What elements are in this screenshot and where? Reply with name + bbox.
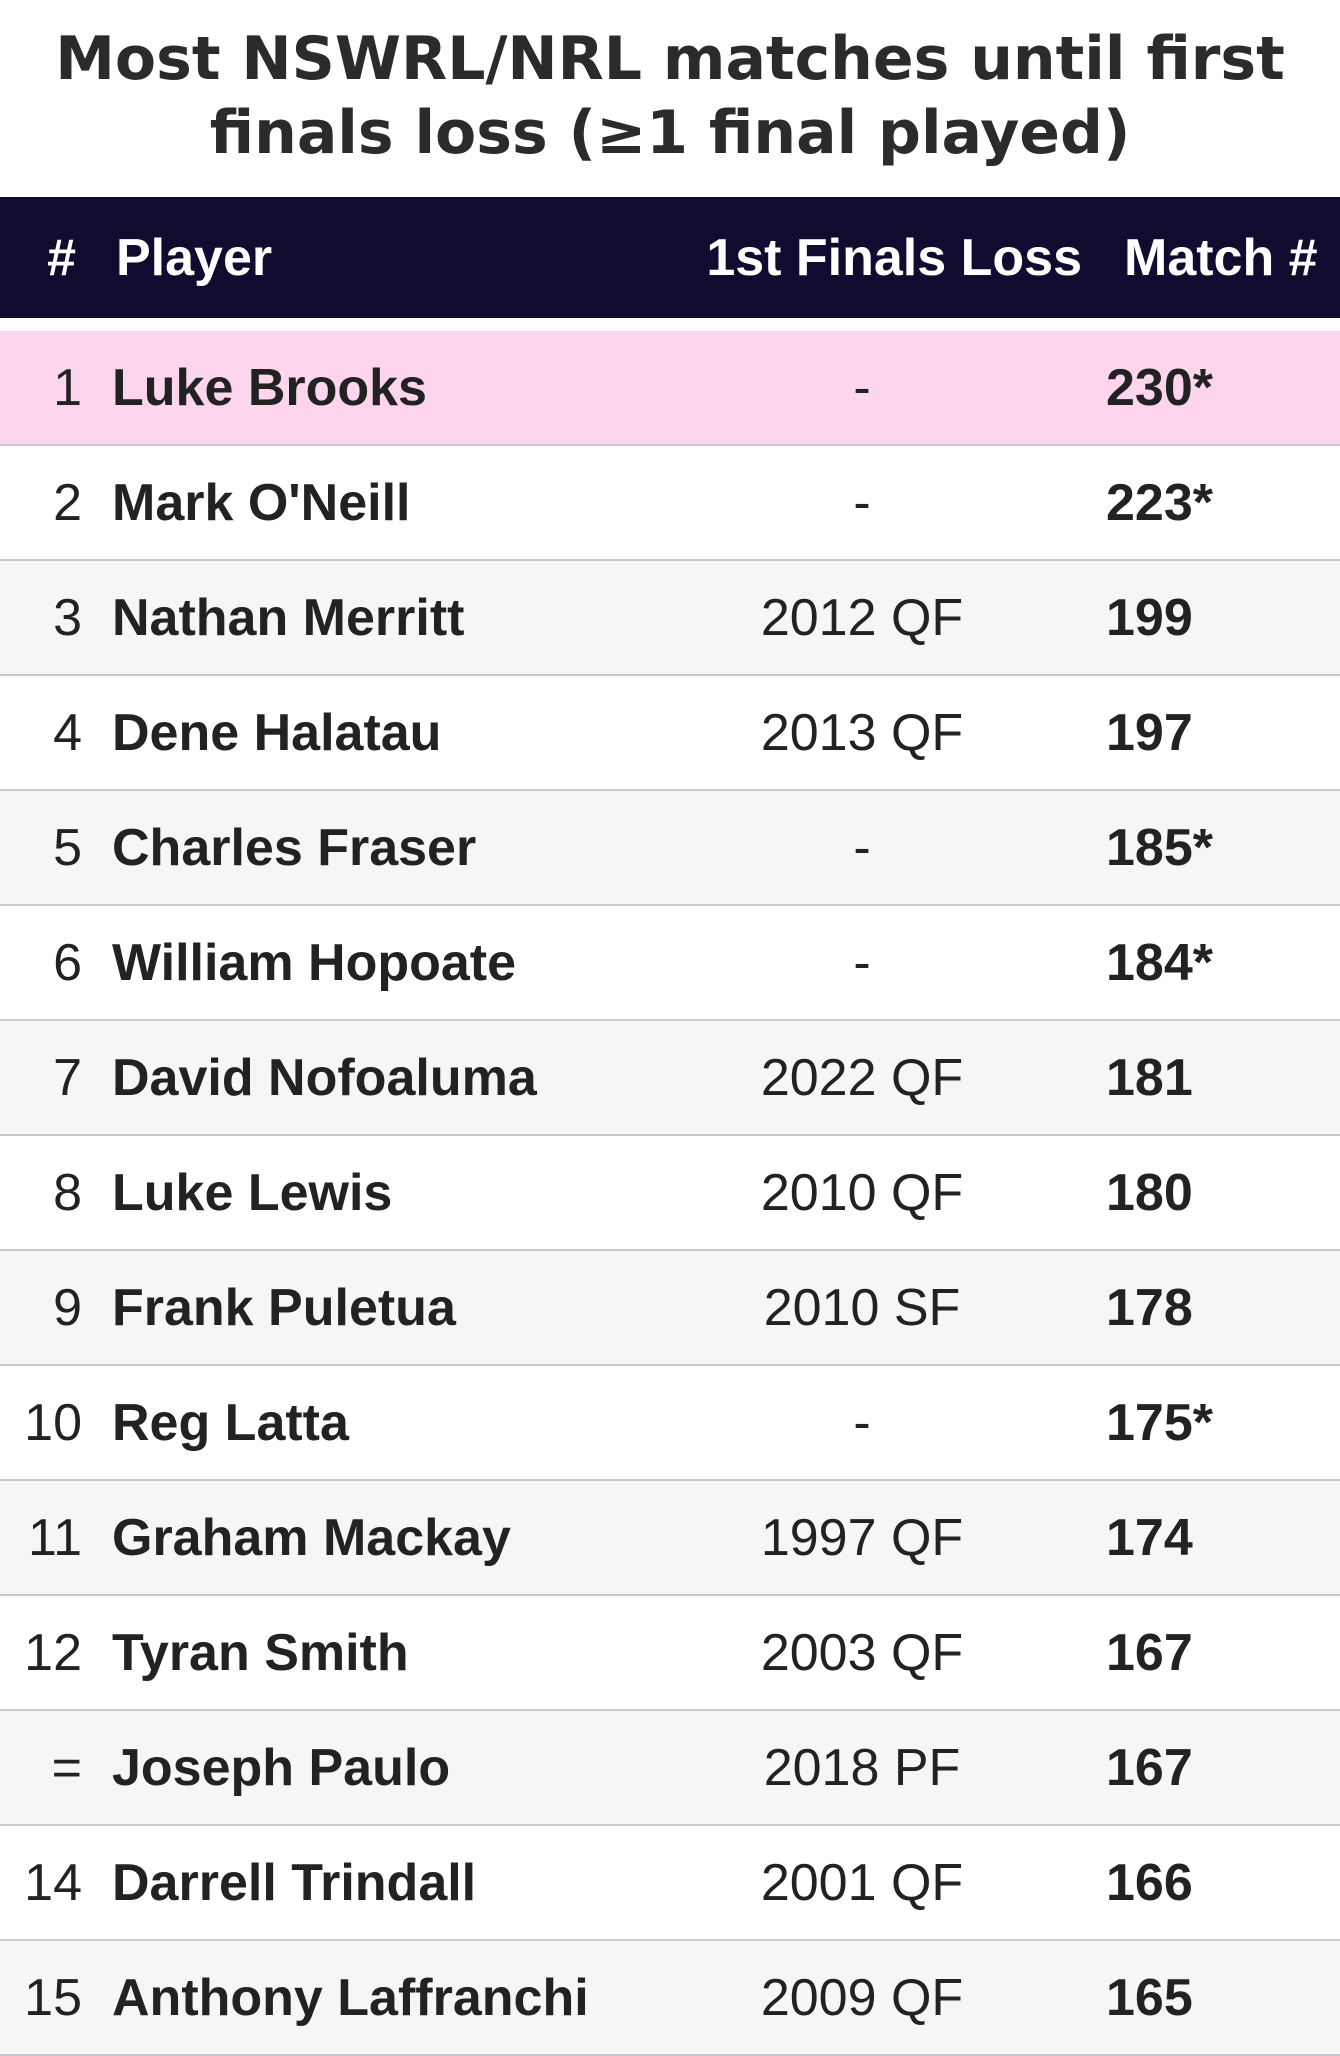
- header-first-finals-loss: 1st Finals Loss: [706, 228, 1082, 287]
- row-match-number: 166: [1106, 1853, 1193, 1912]
- row-match-number: 230*: [1106, 358, 1213, 417]
- table-row: 5 Charles Fraser - 185*: [0, 791, 1340, 906]
- row-player: Frank Puletua: [112, 1278, 456, 1337]
- leaderboard-table: # Player 1st Finals Loss Match # 1 Luke …: [0, 197, 1340, 2056]
- table-row: 8 Luke Lewis 2010 QF 180: [0, 1136, 1340, 1251]
- row-rank: 14: [24, 1853, 82, 1912]
- row-first-finals-loss: -: [853, 358, 871, 417]
- row-rank: 3: [53, 588, 82, 647]
- row-first-finals-loss: 2010 QF: [760, 1163, 964, 1222]
- row-player: Nathan Merritt: [112, 588, 465, 647]
- row-match-number: 175*: [1106, 1393, 1213, 1452]
- header-rank: #: [47, 228, 76, 287]
- row-player: Joseph Paulo: [112, 1738, 451, 1797]
- table-row: 15 Anthony Laffranchi 2009 QF 165: [0, 1941, 1340, 2056]
- row-match-number: 223*: [1106, 473, 1213, 532]
- row-player: Charles Fraser: [112, 818, 477, 877]
- row-match-number: 178: [1106, 1278, 1193, 1337]
- table-header-row: # Player 1st Finals Loss Match #: [0, 197, 1340, 318]
- header-match-number: Match #: [1124, 228, 1318, 287]
- row-player: Graham Mackay: [112, 1508, 511, 1567]
- title-line-2: finals loss (≥1 final played): [209, 98, 1131, 168]
- table-row: 7 David Nofoaluma 2022 QF 181: [0, 1021, 1340, 1136]
- row-player: Luke Brooks: [112, 358, 427, 417]
- row-match-number: 185*: [1106, 818, 1213, 877]
- row-rank: 6: [53, 933, 82, 992]
- table-row: 3 Nathan Merritt 2012 QF 199: [0, 561, 1340, 676]
- table-row: 14 Darrell Trindall 2001 QF 166: [0, 1826, 1340, 1941]
- row-first-finals-loss: 1997 QF: [760, 1508, 964, 1567]
- row-first-finals-loss: 2001 QF: [760, 1853, 964, 1912]
- row-match-number: 174: [1106, 1508, 1193, 1567]
- row-rank: 12: [24, 1623, 82, 1682]
- row-first-finals-loss: 2022 QF: [760, 1048, 964, 1107]
- row-match-number: 184*: [1106, 933, 1213, 992]
- row-player: William Hopoate: [112, 933, 517, 992]
- row-player: Anthony Laffranchi: [112, 1968, 589, 2027]
- table-row: 9 Frank Puletua 2010 SF 178: [0, 1251, 1340, 1366]
- row-player: Darrell Trindall: [112, 1853, 477, 1912]
- row-match-number: 167: [1106, 1623, 1193, 1682]
- table-row: 11 Graham Mackay 1997 QF 174: [0, 1481, 1340, 1596]
- row-match-number: 167: [1106, 1738, 1193, 1797]
- title-line-1: Most NSWRL/NRL matches until first: [55, 24, 1285, 94]
- row-first-finals-loss: 2013 QF: [760, 703, 964, 762]
- row-player: Reg Latta: [112, 1393, 349, 1452]
- row-match-number: 180: [1106, 1163, 1193, 1222]
- row-rank: 7: [53, 1048, 82, 1107]
- table-row: = Joseph Paulo 2018 PF 167: [0, 1711, 1340, 1826]
- row-first-finals-loss: -: [853, 473, 871, 532]
- table-row: 12 Tyran Smith 2003 QF 167: [0, 1596, 1340, 1711]
- row-player: Mark O'Neill: [112, 473, 411, 532]
- row-player: Tyran Smith: [112, 1623, 409, 1682]
- row-rank: 8: [53, 1163, 82, 1222]
- row-match-number: 165: [1106, 1968, 1193, 2027]
- row-first-finals-loss: -: [853, 818, 871, 877]
- row-rank: 5: [53, 818, 82, 877]
- row-rank: 10: [24, 1393, 82, 1452]
- row-match-number: 197: [1106, 703, 1193, 762]
- row-first-finals-loss: 2018 PF: [763, 1738, 961, 1797]
- row-first-finals-loss: 2009 QF: [760, 1968, 964, 2027]
- row-first-finals-loss: 2010 SF: [763, 1278, 961, 1337]
- page-title: Most NSWRL/NRL matches until first final…: [0, 0, 1340, 197]
- header-player: Player: [116, 228, 273, 287]
- row-first-finals-loss: 2012 QF: [760, 588, 964, 647]
- row-rank: =: [51, 1738, 82, 1797]
- table-row: 1 Luke Brooks - 230*: [0, 331, 1340, 446]
- table-row: 4 Dene Halatau 2013 QF 197: [0, 676, 1340, 791]
- row-player: David Nofoaluma: [112, 1048, 537, 1107]
- row-match-number: 181: [1106, 1048, 1193, 1107]
- table-row: 2 Mark O'Neill - 223*: [0, 446, 1340, 561]
- row-player: Dene Halatau: [112, 703, 442, 762]
- row-player: Luke Lewis: [112, 1163, 393, 1222]
- row-rank: 9: [53, 1278, 82, 1337]
- row-first-finals-loss: -: [853, 933, 871, 992]
- row-rank: 11: [28, 1508, 82, 1567]
- row-first-finals-loss: -: [853, 1393, 871, 1452]
- table-row: 6 William Hopoate - 184*: [0, 906, 1340, 1021]
- row-first-finals-loss: 2003 QF: [760, 1623, 964, 1682]
- row-rank: 1: [53, 358, 82, 417]
- row-rank: 15: [24, 1968, 82, 2027]
- row-rank: 2: [53, 473, 82, 532]
- row-match-number: 199: [1106, 588, 1193, 647]
- row-rank: 4: [53, 703, 82, 762]
- table-row: 10 Reg Latta - 175*: [0, 1366, 1340, 1481]
